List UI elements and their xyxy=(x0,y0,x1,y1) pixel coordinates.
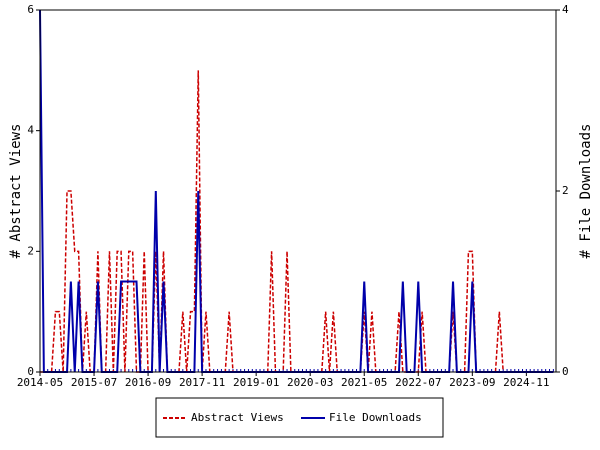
x-tick-label: 2023-09 xyxy=(449,376,495,389)
x-tick-label: 2019-01 xyxy=(233,376,279,389)
y2-axis-title: # File Downloads xyxy=(578,124,594,259)
x-tick-label: 2022-07 xyxy=(395,376,441,389)
y-axis-title: # Abstract Views xyxy=(8,124,24,259)
x-tick-label: 2020-03 xyxy=(287,376,333,389)
legend-label: File Downloads xyxy=(329,411,422,424)
x-tick-label: 2024-11 xyxy=(503,376,549,389)
x-tick-label: 2021-05 xyxy=(341,376,387,389)
series-line xyxy=(40,70,554,373)
x-tick-label: 2016-09 xyxy=(125,376,171,389)
y-tick-label: 0 xyxy=(27,365,34,378)
x-tick-label: 2015-07 xyxy=(71,376,117,389)
x-tick-label: 2014-05 xyxy=(17,376,63,389)
y2-tick-label: 2 xyxy=(562,184,569,197)
y-tick-label: 6 xyxy=(27,3,34,16)
legend-label: Abstract Views xyxy=(191,411,284,424)
y2-tick-label: 0 xyxy=(562,365,569,378)
y2-tick-label: 4 xyxy=(562,3,569,16)
legend-box xyxy=(155,397,444,438)
x-tick-label: 2017-11 xyxy=(179,376,225,389)
y-tick-label: 2 xyxy=(27,244,34,257)
y-tick-label: 4 xyxy=(27,124,34,137)
plot-frame xyxy=(39,9,557,373)
